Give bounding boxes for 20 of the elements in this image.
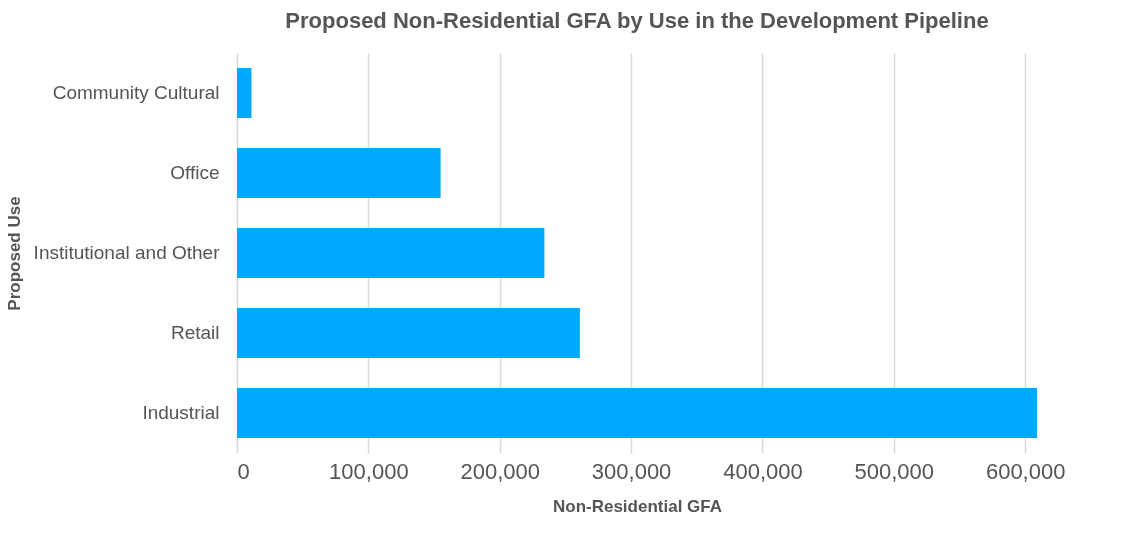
bar [237,68,252,118]
x-axis-title: Non-Residential GFA [552,496,723,516]
y-tick-label: Industrial [142,402,220,423]
chart-title: Proposed Non-Residential GFA by Use in the Development Pipeline [285,8,989,33]
x-tick-label: 400,000 [723,458,803,484]
bar [237,308,580,358]
y-tick-label: Institutional and Other [33,242,221,263]
bar [237,148,441,198]
x-tick-label: 300,000 [591,458,672,484]
bar [237,388,1037,438]
y-tick-label: Office [170,162,220,183]
y-tick-label: Retail [170,322,220,343]
x-tick-label: 0 [237,458,250,484]
x-tick-label: 200,000 [460,458,540,484]
y-axis-title: Proposed Use [4,196,24,311]
bar [237,228,545,278]
x-tick-label: 500,000 [854,458,935,484]
x-tick-label: 100,000 [329,458,409,484]
y-tick-label: Community Cultural [52,82,220,103]
x-tick-label: 600,000 [985,458,1066,484]
